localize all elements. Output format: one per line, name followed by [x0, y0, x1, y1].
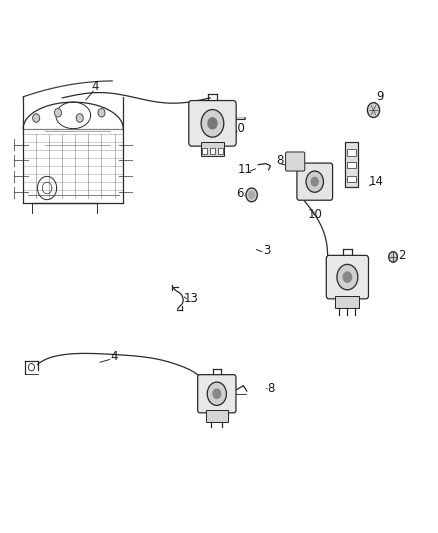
Text: 8: 8 [268, 382, 275, 395]
Circle shape [201, 110, 224, 137]
FancyBboxPatch shape [297, 163, 332, 200]
Circle shape [33, 114, 40, 122]
Text: 3: 3 [263, 244, 271, 257]
Text: 4: 4 [111, 350, 118, 363]
FancyBboxPatch shape [326, 255, 368, 299]
Circle shape [367, 103, 380, 117]
Text: 10: 10 [216, 409, 231, 423]
Circle shape [76, 114, 83, 122]
Bar [336, 296, 359, 309]
Text: 6: 6 [236, 187, 244, 200]
Circle shape [208, 118, 217, 129]
Circle shape [389, 252, 397, 262]
Bar [206, 410, 228, 422]
Bar [201, 142, 224, 156]
FancyBboxPatch shape [198, 375, 236, 413]
Bar [347, 176, 356, 182]
Text: 10: 10 [307, 208, 322, 221]
Text: 14: 14 [368, 175, 383, 188]
Circle shape [246, 188, 257, 202]
Bar [218, 148, 223, 154]
Bar [345, 142, 358, 187]
Bar [202, 148, 207, 154]
Circle shape [311, 177, 318, 186]
Circle shape [54, 109, 61, 117]
Text: 8: 8 [276, 154, 284, 167]
Text: 9: 9 [376, 90, 384, 103]
FancyBboxPatch shape [189, 101, 236, 146]
Text: 10: 10 [231, 122, 246, 135]
Text: 4: 4 [91, 80, 99, 93]
Circle shape [343, 272, 352, 282]
Circle shape [249, 191, 254, 198]
Text: 1: 1 [346, 293, 353, 306]
Text: 2: 2 [398, 249, 406, 262]
Bar [347, 149, 356, 156]
Circle shape [213, 389, 221, 399]
Text: 13: 13 [183, 292, 198, 305]
Circle shape [207, 382, 226, 406]
Circle shape [98, 109, 105, 117]
Bar [347, 161, 356, 168]
Bar [210, 148, 215, 154]
Circle shape [337, 264, 358, 290]
Circle shape [306, 171, 323, 192]
Text: 11: 11 [237, 164, 253, 176]
FancyBboxPatch shape [286, 152, 305, 171]
